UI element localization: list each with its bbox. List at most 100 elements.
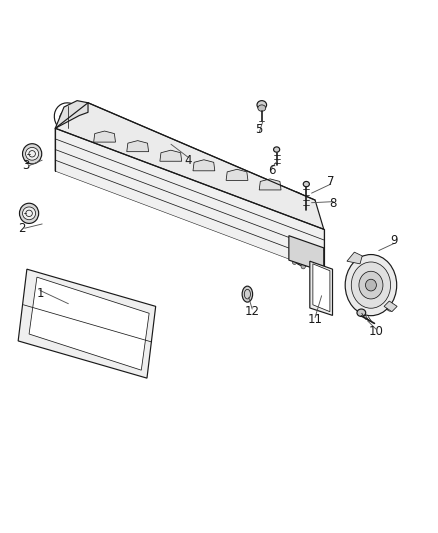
- Polygon shape: [226, 169, 248, 180]
- Ellipse shape: [158, 179, 167, 188]
- Ellipse shape: [258, 105, 266, 111]
- Ellipse shape: [141, 160, 163, 182]
- Polygon shape: [55, 103, 324, 229]
- Ellipse shape: [70, 140, 93, 161]
- Ellipse shape: [108, 147, 120, 158]
- Ellipse shape: [301, 264, 305, 269]
- Ellipse shape: [127, 312, 139, 326]
- Ellipse shape: [83, 153, 93, 162]
- Ellipse shape: [65, 155, 72, 162]
- Polygon shape: [29, 277, 149, 370]
- Ellipse shape: [257, 198, 268, 209]
- Ellipse shape: [22, 207, 35, 220]
- Ellipse shape: [241, 181, 275, 214]
- Text: 9: 9: [390, 235, 397, 247]
- Polygon shape: [384, 301, 397, 312]
- Polygon shape: [55, 101, 88, 128]
- Ellipse shape: [148, 162, 155, 169]
- Ellipse shape: [200, 163, 208, 169]
- Text: 11: 11: [307, 313, 322, 326]
- Ellipse shape: [120, 165, 130, 174]
- Text: 10: 10: [369, 325, 384, 338]
- Ellipse shape: [22, 144, 42, 164]
- Ellipse shape: [323, 271, 331, 279]
- Ellipse shape: [219, 185, 232, 197]
- Polygon shape: [313, 264, 330, 312]
- Polygon shape: [310, 261, 332, 316]
- Ellipse shape: [106, 150, 128, 172]
- Ellipse shape: [314, 268, 322, 276]
- Ellipse shape: [266, 216, 275, 225]
- Ellipse shape: [135, 176, 142, 183]
- Ellipse shape: [310, 261, 314, 266]
- Ellipse shape: [288, 250, 293, 255]
- Ellipse shape: [176, 171, 198, 193]
- Polygon shape: [193, 160, 215, 171]
- Ellipse shape: [104, 304, 117, 318]
- Text: 12: 12: [245, 305, 260, 318]
- Ellipse shape: [303, 218, 310, 224]
- Ellipse shape: [170, 160, 204, 193]
- Ellipse shape: [101, 134, 109, 141]
- Ellipse shape: [135, 149, 169, 183]
- Ellipse shape: [241, 207, 248, 214]
- Ellipse shape: [91, 155, 98, 162]
- Ellipse shape: [300, 246, 308, 255]
- Polygon shape: [160, 150, 182, 161]
- Ellipse shape: [365, 279, 376, 291]
- Ellipse shape: [323, 304, 331, 312]
- Ellipse shape: [59, 325, 72, 338]
- Text: 8: 8: [330, 197, 337, 211]
- Ellipse shape: [74, 137, 81, 143]
- Polygon shape: [289, 236, 324, 272]
- Ellipse shape: [266, 182, 274, 189]
- Ellipse shape: [162, 176, 169, 183]
- Ellipse shape: [81, 332, 95, 346]
- Ellipse shape: [282, 203, 304, 224]
- Ellipse shape: [145, 160, 157, 171]
- Ellipse shape: [303, 181, 309, 187]
- Ellipse shape: [111, 149, 118, 156]
- Ellipse shape: [276, 191, 310, 225]
- Ellipse shape: [259, 200, 266, 207]
- Polygon shape: [347, 252, 362, 264]
- Ellipse shape: [185, 175, 192, 182]
- Text: 4: 4: [185, 154, 192, 167]
- Ellipse shape: [298, 233, 303, 238]
- Ellipse shape: [197, 187, 204, 193]
- Ellipse shape: [345, 255, 397, 316]
- Text: 3: 3: [22, 159, 30, 172]
- Ellipse shape: [359, 271, 383, 299]
- Ellipse shape: [206, 197, 213, 204]
- Ellipse shape: [127, 346, 139, 361]
- Ellipse shape: [206, 171, 240, 204]
- Ellipse shape: [171, 187, 178, 193]
- Ellipse shape: [104, 339, 117, 353]
- Ellipse shape: [268, 207, 275, 214]
- Ellipse shape: [71, 134, 83, 146]
- Ellipse shape: [291, 235, 318, 266]
- Ellipse shape: [292, 260, 297, 264]
- Polygon shape: [259, 179, 281, 190]
- Ellipse shape: [257, 101, 267, 109]
- Ellipse shape: [294, 212, 301, 219]
- Ellipse shape: [222, 188, 229, 194]
- Ellipse shape: [357, 309, 366, 317]
- Ellipse shape: [100, 166, 107, 172]
- Ellipse shape: [242, 286, 253, 302]
- Ellipse shape: [294, 239, 314, 262]
- Ellipse shape: [100, 139, 134, 173]
- Polygon shape: [55, 128, 324, 272]
- Polygon shape: [18, 269, 155, 378]
- Ellipse shape: [351, 262, 391, 308]
- Ellipse shape: [134, 143, 141, 150]
- Ellipse shape: [315, 252, 320, 257]
- Ellipse shape: [25, 148, 39, 160]
- Text: 5: 5: [255, 123, 263, 136]
- Ellipse shape: [19, 203, 39, 223]
- Ellipse shape: [167, 153, 175, 160]
- Ellipse shape: [274, 147, 280, 152]
- Ellipse shape: [233, 172, 241, 179]
- Ellipse shape: [314, 241, 319, 246]
- Ellipse shape: [81, 297, 95, 311]
